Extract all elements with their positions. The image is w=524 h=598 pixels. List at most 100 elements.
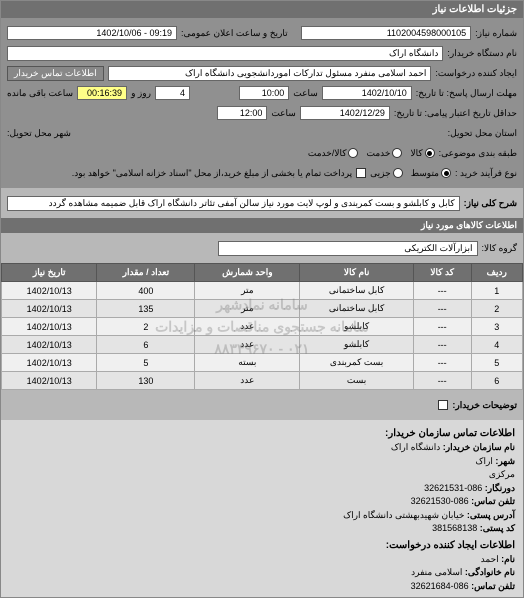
table-cell: 1 [471, 282, 522, 300]
form-area: شماره نیاز: 1102004598000105 تاریخ و ساع… [1, 18, 523, 188]
row-deadline: مهلت ارسال پاسخ: تا تاریخ: 1402/10/10 سا… [7, 84, 517, 102]
creator-tel: 086-32621684 [411, 581, 469, 591]
pay-note-label: پرداخت تمام یا بخشی از مبلغ خرید،از محل … [72, 168, 352, 179]
table-cell: متر [195, 300, 300, 318]
remain-time-field: 00:16:39 [77, 86, 127, 100]
deadline-time-field: 10:00 [239, 86, 289, 100]
col-unit: واحد شمارش [195, 264, 300, 282]
valid-time-label: ساعت [271, 108, 296, 119]
table-cell: کابل ساختمانی [300, 282, 414, 300]
table-cell: 6 [471, 372, 522, 390]
table-row: 5---بست کمربندیبسته51402/10/13 [2, 354, 523, 372]
table-cell: عدد [195, 372, 300, 390]
contact-org: دانشگاه اراک [391, 442, 440, 452]
radio-pay-mid-label: جزیی [370, 168, 391, 179]
col-qty: تعداد / مقدار [97, 264, 195, 282]
radio-kala[interactable]: کالا [410, 148, 434, 159]
group-label: گروه کالا: [482, 243, 517, 254]
row-location: استان محل تحویل: شهر محل تحویل: [7, 124, 517, 142]
table-cell: 6 [97, 336, 195, 354]
table-cell: 5 [471, 354, 522, 372]
table-cell: --- [413, 354, 471, 372]
pay-radio-group: متوسط جزیی [370, 168, 451, 179]
announce-label: تاریخ و ساعت اعلان عمومی: [181, 28, 288, 39]
pay-note-checkbox[interactable] [356, 168, 366, 178]
goods-table-wrapper: ردیف کد کالا نام کالا واحد شمارش تعداد /… [1, 263, 523, 390]
radio-dot-icon [441, 168, 451, 178]
creator-header: اطلاعات ایجاد کننده درخواست: [9, 538, 515, 553]
table-row: 3---کابلشوعدد21402/10/13 [2, 318, 523, 336]
buyer-org-label: نام دستگاه خریدار: [447, 48, 517, 59]
valid-time-field: 12:00 [217, 106, 267, 120]
table-cell: 1402/10/13 [2, 372, 97, 390]
contact-state: مرکزی [489, 469, 515, 479]
contact-info-button[interactable]: اطلاعات تماس خریدار [7, 66, 104, 81]
col-code: کد کالا [413, 264, 471, 282]
creator-name: احمد [481, 554, 499, 564]
contact-org-label: نام سازمان خریدار: [443, 442, 515, 452]
table-cell: 130 [97, 372, 195, 390]
table-cell: بست [300, 372, 414, 390]
table-cell: 4 [471, 336, 522, 354]
col-name: نام کالا [300, 264, 414, 282]
table-cell: --- [413, 300, 471, 318]
table-cell: کابلشو [300, 318, 414, 336]
need-label: شرح کلی نیاز: [464, 198, 517, 209]
radio-dot-icon [348, 148, 358, 158]
row-buyer-org: نام دستگاه خریدار: دانشگاه اراک [7, 44, 517, 62]
table-row: 2---کابل ساختمانیمتر1351402/10/13 [2, 300, 523, 318]
remain-days-label: روز و [131, 88, 151, 99]
radio-dot-icon [393, 168, 403, 178]
table-cell: 2 [471, 300, 522, 318]
contact-fax-label: تلفن تماس: [471, 496, 515, 506]
radio-pay-low[interactable]: متوسط [411, 168, 451, 179]
valid-label: حداقل تاریخ اعتبار پیامی: تا تاریخ: [394, 108, 517, 119]
requester-field: احمد اسلامی منفرد مسئول تدارکات اموردانش… [108, 66, 432, 81]
contact-city-label: شهر: [495, 456, 515, 466]
radio-service[interactable]: خدمت [366, 148, 402, 159]
table-cell: 1402/10/13 [2, 318, 97, 336]
table-cell: 400 [97, 282, 195, 300]
goods-group-row: گروه کالا: ابزارآلات الکتریکی [1, 233, 523, 263]
deadline-time-label: ساعت [293, 88, 318, 99]
table-row: 6---بستعدد1301402/10/13 [2, 372, 523, 390]
col-index: ردیف [471, 264, 522, 282]
contact-post: 381568138 [432, 523, 477, 533]
table-cell: 1402/10/13 [2, 354, 97, 372]
row-need: شرح کلی نیاز: کابل و کابلشو و بست کمربند… [7, 194, 517, 212]
radio-pay-mid[interactable]: جزیی [370, 168, 403, 179]
table-cell: عدد [195, 336, 300, 354]
contact-phone: 086-32621531 [424, 483, 482, 493]
buyer-note-checkbox[interactable] [438, 400, 448, 410]
table-cell: 2 [97, 318, 195, 336]
radio-dot-icon [392, 148, 402, 158]
contact-addr: خیابان شهیدبهشتی دانشگاه اراک [343, 510, 464, 520]
deadline-date-field: 1402/10/10 [322, 86, 412, 100]
table-cell: کابلشو [300, 336, 414, 354]
table-cell: --- [413, 282, 471, 300]
row-requester: ایجاد کننده درخواست: احمد اسلامی منفرد م… [7, 64, 517, 82]
radio-both-label: کالا/خدمت [308, 148, 347, 159]
row-req-no: شماره نیاز: 1102004598000105 تاریخ و ساع… [7, 24, 517, 42]
table-row: 4---کابلشوعدد61402/10/13 [2, 336, 523, 354]
requester-label: ایجاد کننده درخواست: [435, 68, 517, 79]
table-cell: 3 [471, 318, 522, 336]
radio-kala-label: کالا [410, 148, 422, 159]
table-cell: 5 [97, 354, 195, 372]
contact-post-label: کد پستی: [480, 523, 515, 533]
main-panel: جزئیات اطلاعات نیاز شماره نیاز: 11020045… [0, 0, 524, 598]
radio-service-label: خدمت [366, 148, 390, 159]
panel-title: جزئیات اطلاعات نیاز [1, 1, 523, 18]
table-cell: --- [413, 318, 471, 336]
announce-field: 09:19 - 1402/10/06 [7, 26, 177, 40]
table-cell: متر [195, 282, 300, 300]
table-cell: 1402/10/13 [2, 282, 97, 300]
contact-city: اراک [475, 456, 492, 466]
contact-header: اطلاعات تماس سازمان خریدار: [9, 426, 515, 441]
goods-table: ردیف کد کالا نام کالا واحد شمارش تعداد /… [1, 263, 523, 390]
radio-dot-icon [425, 148, 435, 158]
row-pkg-type: طبقه بندی موضوعی: کالا خدمت کالا/خدمت [7, 144, 517, 162]
radio-both[interactable]: کالا/خدمت [308, 148, 359, 159]
buyer-note-row: توضیحات خریدار: [1, 390, 523, 420]
col-date: تاریخ نیاز [2, 264, 97, 282]
